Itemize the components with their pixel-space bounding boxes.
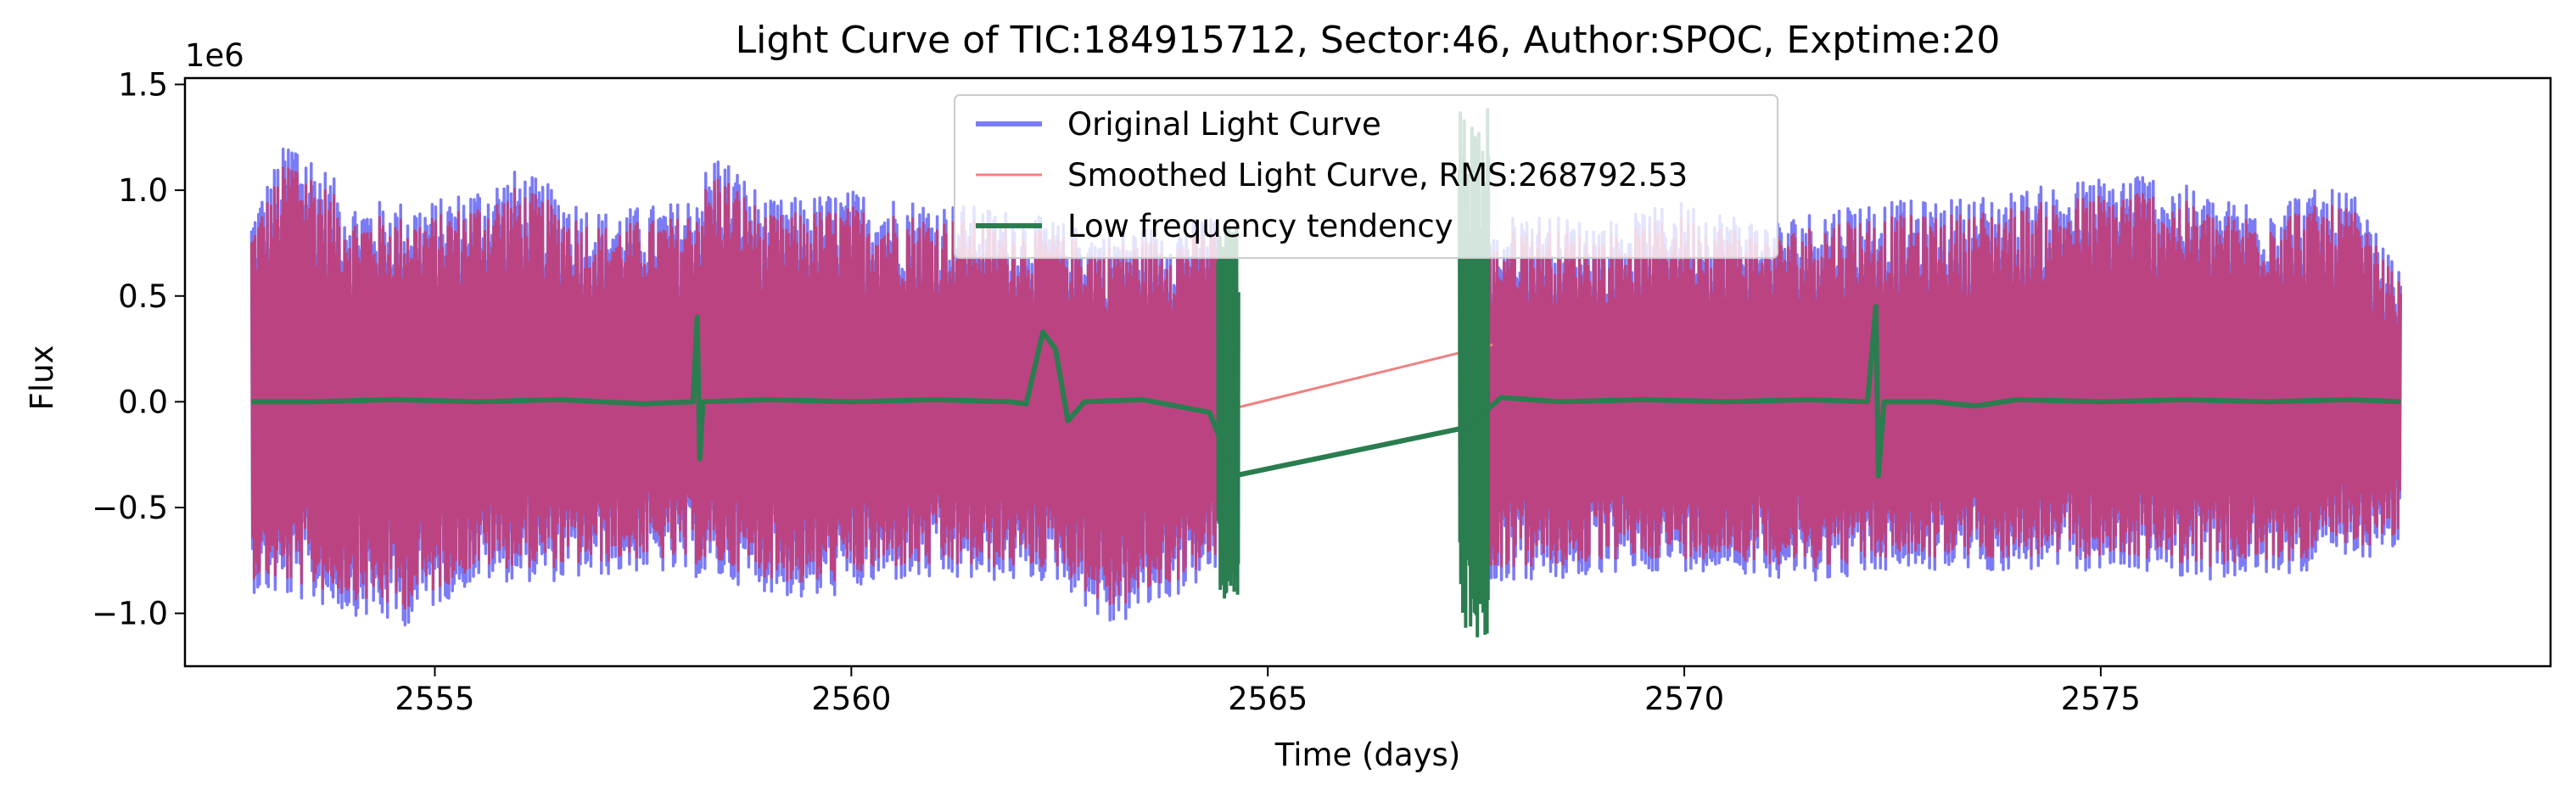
plot-frame	[183, 76, 2552, 668]
plot-data-layer	[249, 108, 2403, 637]
y-tick-label: −1.0	[92, 596, 168, 632]
low-frequency-edge-burst-1	[1216, 226, 1240, 599]
x-tick-label: 2575	[2061, 681, 2141, 717]
x-tick-label: 2560	[811, 681, 891, 717]
x-axis-label: Time (days)	[1274, 737, 1461, 773]
y-tick-label: −0.5	[92, 490, 168, 526]
y-axis-offset-label: 1e6	[185, 37, 244, 74]
legend: Original Light Curve Smoothed Light Curv…	[954, 94, 1778, 259]
y-axis-label: Flux	[24, 345, 60, 411]
x-tick-label: 2565	[1228, 681, 1308, 717]
legend-label-smoothed: Smoothed Light Curve, RMS:268792.53	[1067, 157, 1688, 193]
legend-label-original: Original Light Curve	[1067, 106, 1381, 143]
plot-area	[249, 108, 2403, 637]
smoothed-light-curve-segment-2	[1475, 193, 2402, 568]
legend-label-low-frequency: Low frequency tendency	[1067, 208, 1453, 244]
legend-box	[954, 94, 1778, 259]
low-frequency-tendency-line	[251, 304, 2401, 479]
y-tick-label: 0.5	[118, 278, 168, 315]
x-tick-label: 2570	[1644, 681, 1724, 717]
smoothed-gap-line	[1217, 343, 1493, 414]
y-tick-label: 1.5	[118, 66, 168, 103]
x-tick-label: 2555	[395, 681, 474, 717]
y-tick-label: 0.0	[118, 384, 168, 420]
chart-title: Light Curve of TIC:184915712, Sector:46,…	[736, 19, 2001, 62]
y-tick-label: 1.0	[118, 172, 168, 209]
axes-layer: 2555 2560 2565 2570 2575 −1.0 −0.5 0.0 0.5 1.0 1.5	[92, 66, 2552, 717]
